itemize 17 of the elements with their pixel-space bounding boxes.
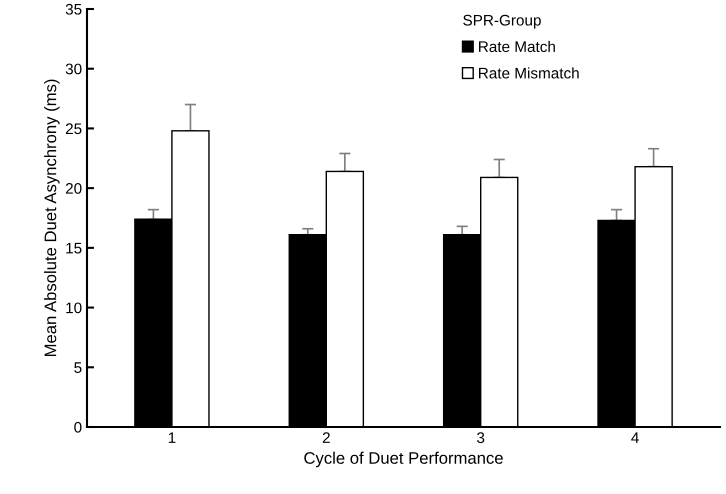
y-tick-label: 20 bbox=[66, 183, 82, 194]
x-tick-label: 3 bbox=[477, 432, 484, 444]
legend-label: Rate Mismatch bbox=[479, 67, 579, 79]
x-tick-label: 2 bbox=[322, 432, 330, 443]
y-tick-label: 15 bbox=[66, 242, 82, 254]
legend-title: SPR-Group bbox=[463, 14, 541, 29]
y-tick-label: 5 bbox=[74, 362, 82, 373]
x-tick-label: 4 bbox=[631, 432, 639, 443]
y-tick-label: 35 bbox=[66, 4, 82, 15]
y-tick-label: 25 bbox=[66, 123, 82, 134]
y-tick-label: 0 bbox=[74, 422, 82, 433]
y-axis-title: Mean Absolute Duet Asynchrony (ms) bbox=[44, 80, 60, 356]
y-tick-label: 30 bbox=[66, 64, 82, 74]
x-axis-title: Cycle of Duet Performance bbox=[304, 452, 503, 468]
legend-label: Rate Match bbox=[479, 40, 555, 52]
y-tick-label: 10 bbox=[66, 302, 82, 314]
x-tick-label: 1 bbox=[168, 432, 176, 443]
